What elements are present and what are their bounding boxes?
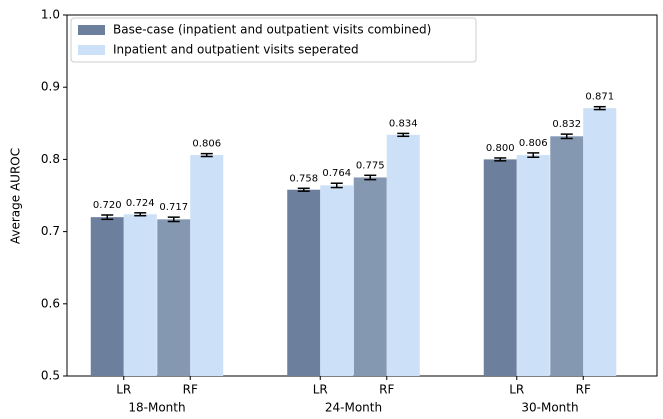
legend-box bbox=[70, 17, 477, 63]
bar bbox=[386, 134, 420, 376]
bar bbox=[287, 189, 321, 376]
bar bbox=[190, 155, 224, 376]
value-label: 0.834 bbox=[389, 118, 418, 129]
y-tick-label: 0.5 bbox=[41, 369, 60, 383]
value-label: 0.724 bbox=[126, 198, 155, 209]
bar bbox=[550, 136, 584, 376]
y-tick-label: 0.6 bbox=[41, 296, 60, 310]
value-label: 0.871 bbox=[585, 92, 614, 103]
y-tick-label: 0.9 bbox=[41, 80, 60, 94]
y-tick-label: 0.8 bbox=[41, 152, 60, 166]
value-label: 0.806 bbox=[192, 139, 221, 150]
bar bbox=[157, 219, 191, 376]
value-label: 0.764 bbox=[322, 168, 351, 179]
group-label: 30-Month bbox=[521, 401, 578, 415]
bar bbox=[90, 217, 124, 376]
value-label: 0.800 bbox=[486, 143, 515, 154]
x-tick-label: LR bbox=[116, 383, 131, 397]
bar bbox=[516, 155, 550, 376]
legend-label: Inpatient and outpatient visits seperate… bbox=[113, 43, 359, 57]
bar bbox=[353, 177, 387, 376]
y-tick-label: 1.0 bbox=[41, 8, 60, 22]
legend-swatch bbox=[78, 25, 105, 35]
value-label: 0.806 bbox=[519, 138, 548, 149]
x-tick-label: LR bbox=[509, 383, 524, 397]
bar bbox=[123, 214, 157, 376]
bar bbox=[583, 108, 617, 376]
legend-swatch bbox=[78, 45, 105, 55]
y-tick-label: 0.7 bbox=[41, 224, 60, 238]
group-label: 18-Month bbox=[128, 401, 185, 415]
bar bbox=[483, 159, 517, 376]
value-label: 0.832 bbox=[552, 119, 581, 130]
bar bbox=[320, 185, 354, 376]
group-label: 24-Month bbox=[325, 401, 382, 415]
value-label: 0.720 bbox=[93, 200, 122, 211]
y-axis-label: Average AUROC bbox=[9, 148, 23, 244]
x-tick-label: LR bbox=[313, 383, 328, 397]
value-label: 0.758 bbox=[289, 173, 318, 184]
x-tick-label: RF bbox=[576, 383, 591, 397]
x-tick-label: RF bbox=[379, 383, 394, 397]
value-label: 0.717 bbox=[159, 202, 188, 213]
legend-label: Base-case (inpatient and outpatient visi… bbox=[113, 23, 431, 37]
value-label: 0.775 bbox=[356, 160, 385, 171]
x-tick-label: RF bbox=[183, 383, 198, 397]
